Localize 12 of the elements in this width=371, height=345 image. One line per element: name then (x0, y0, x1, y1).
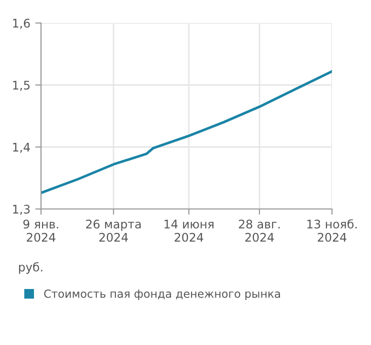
text: руб. (19, 262, 42, 274)
legend-label: Стоимость пая фонда денежного рынка (44, 289, 280, 300)
y-tick-label: 1,6 (13, 18, 30, 29)
y-tick-label: 1,3 (13, 204, 30, 215)
line-series (41, 70, 332, 194)
x-tick-label: 13 нояб. 2024 (307, 219, 357, 242)
x-tick-label: 9 янв. 2024 (23, 220, 58, 242)
x-tick-label: 14 июня 2024 (164, 220, 214, 242)
y-tick-label: 1,4 (13, 142, 30, 153)
x-tick-label: 28 авг. 2024 (238, 220, 280, 242)
y-tick-label: 1,5 (13, 80, 30, 91)
x-tick-label: 26 марта 2024 (86, 220, 141, 242)
